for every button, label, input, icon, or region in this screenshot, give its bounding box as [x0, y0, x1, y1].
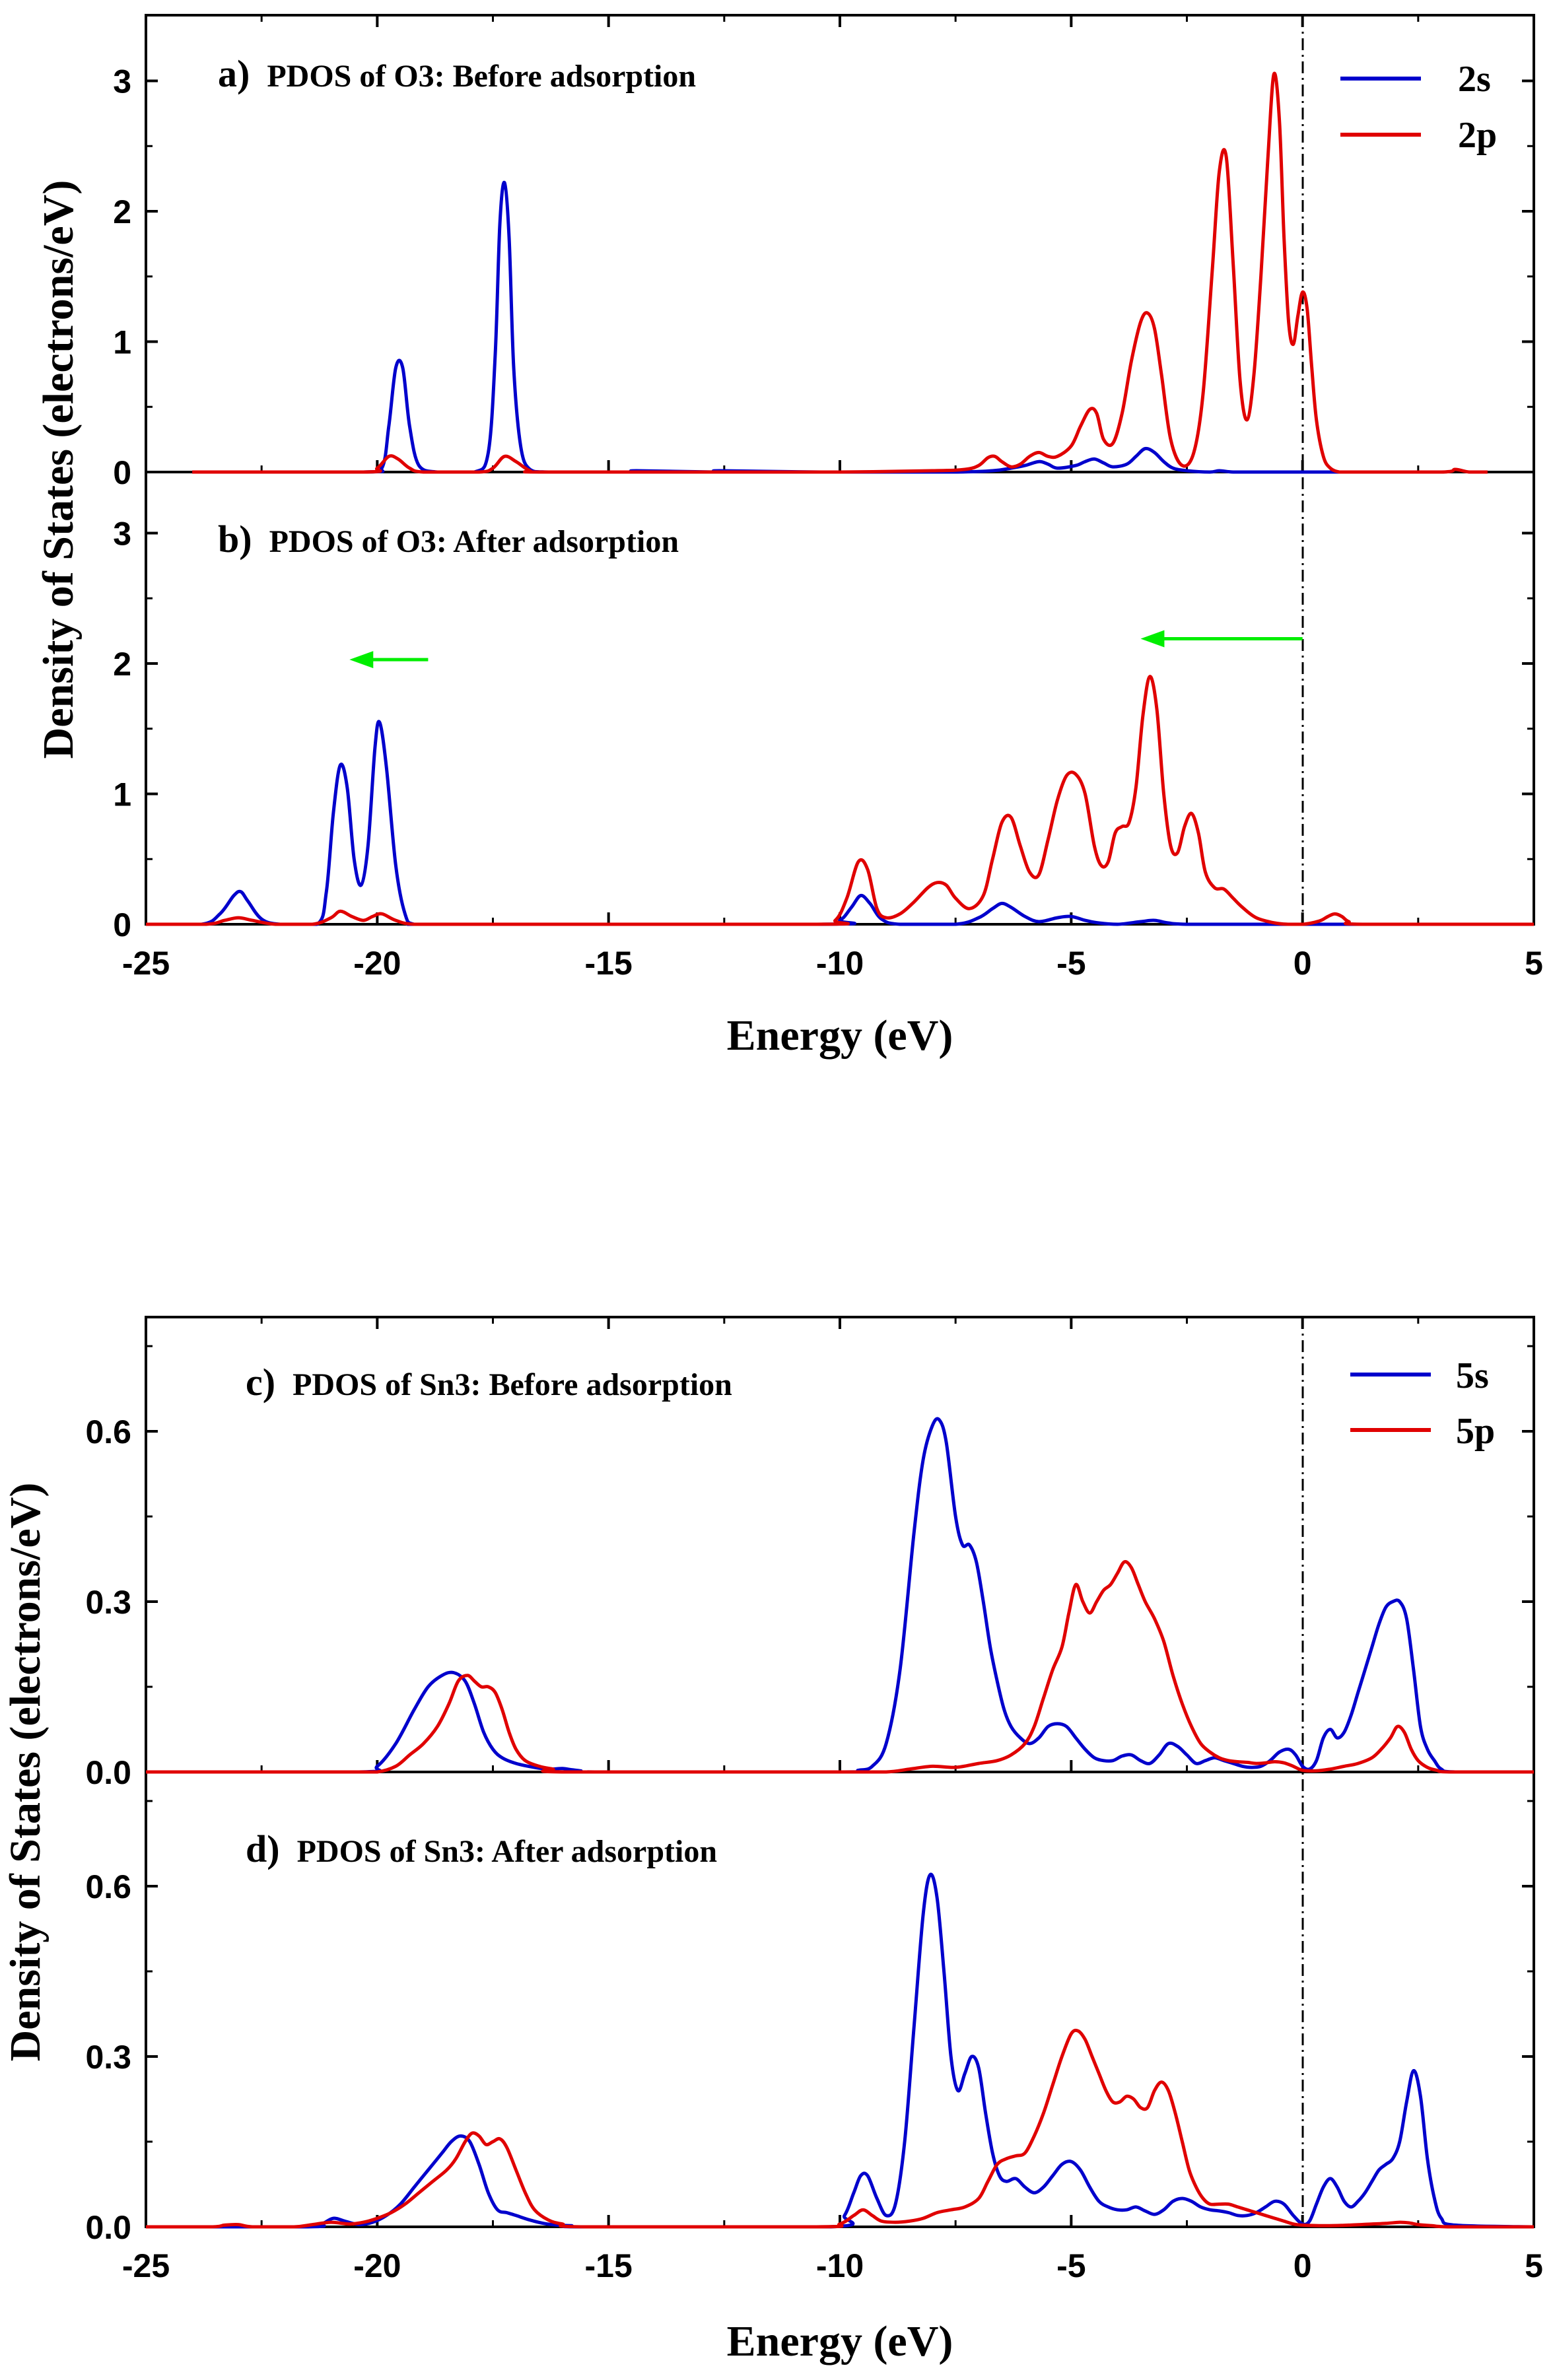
- panel-d-label: d): [246, 1827, 280, 1870]
- y-tick-label-b-2: 2: [113, 646, 131, 683]
- top-x-tick-label-0: -25: [122, 945, 170, 982]
- top-x-tick-label-1: -20: [353, 945, 401, 982]
- bottom-x-tick-label-4: -5: [1056, 2247, 1086, 2284]
- panel-d-curves: [146, 1872, 1535, 2229]
- bottom-y-axis-label: Density of States (electrons/eV): [1, 1483, 50, 2062]
- y-tick-label-d-2: 0.6: [85, 1868, 131, 1905]
- panel-a-title: a) PDOS of O3: Before adsorption: [218, 52, 696, 95]
- bottom-x-tick-label-3: -10: [816, 2247, 864, 2284]
- y-tick-label-a-1: 1: [113, 324, 131, 361]
- top-x-tick-label-6: 5: [1525, 945, 1543, 982]
- bottom-figure: 0.0 0.3 0.6 0.0 0.3 0.6 c) PDOS of Sn3: Befo…: [1, 1316, 1543, 2365]
- legend-label-5p: 5p: [1456, 1411, 1495, 1452]
- panel-b-y-ticks: 0 1 2 3: [113, 516, 1534, 943]
- top-y-axis-label: Density of States (electrons/eV): [34, 180, 83, 759]
- panel-d-y-ticks: 0.0 0.3 0.6: [85, 1800, 1534, 2246]
- shift-arrow-head-0: [349, 651, 374, 669]
- panel-d-title-text: PDOS of Sn3: After adsorption: [297, 1834, 718, 1869]
- top-x-tick-label-5: 0: [1294, 945, 1312, 982]
- panel-c-title: c) PDOS of Sn3: Before adsorption: [246, 1361, 732, 1404]
- bottom-x-tick-labels: -25 -20 -15 -10 -5 0 5: [122, 2247, 1543, 2284]
- series-2p-panel-a: [192, 71, 1488, 474]
- top-x-tick-label-3: -10: [816, 945, 864, 982]
- panel-a-label: a): [218, 52, 250, 95]
- bottom-x-tick-label-5: 0: [1294, 2247, 1312, 2284]
- top-x-tick-label-2: -15: [585, 945, 633, 982]
- legend-label-5s: 5s: [1456, 1355, 1489, 1396]
- panel-d-title: d) PDOS of Sn3: After adsorption: [246, 1827, 717, 1870]
- series-2s-panel-a: [192, 180, 1441, 474]
- y-tick-label-d-1: 0.3: [85, 2039, 131, 2076]
- top-x-tick-label-4: -5: [1056, 945, 1086, 982]
- y-tick-label-b-3: 3: [113, 516, 131, 553]
- panel-a-y-ticks: 0 1 2 3: [113, 63, 1534, 491]
- series-5p-panel-d: [146, 2028, 1534, 2229]
- y-tick-label-b-0: 0: [113, 906, 131, 943]
- panel-a-curves: [192, 71, 1488, 474]
- panel-b-curves: [146, 675, 1534, 926]
- panel-c-y-ticks: 0.0 0.3 0.6: [85, 1345, 1534, 1791]
- panel-a-title-text: PDOS of O3: Before adsorption: [267, 59, 696, 94]
- bottom-x-tick-label-2: -15: [585, 2247, 633, 2284]
- series-5p-panel-c: [146, 1560, 1534, 1774]
- y-tick-label-c-0: 0.0: [85, 1754, 131, 1791]
- y-tick-label-a-0: 0: [113, 454, 131, 491]
- panel-b-label: b): [218, 518, 252, 561]
- top-legend: 2s 2p: [1340, 59, 1497, 156]
- bottom-legend: 5s 5p: [1350, 1355, 1495, 1452]
- bottom-x-axis-label: Energy (eV): [727, 2317, 953, 2365]
- y-tick-label-b-1: 1: [113, 776, 131, 813]
- top-figure: 0 1 2 3 0 1 2 3 a) PDOS of O3: Before adsorpti…: [34, 14, 1543, 1060]
- panel-c-title-text: PDOS of Sn3: Before adsorption: [293, 1367, 732, 1402]
- legend-label-2s: 2s: [1458, 59, 1491, 100]
- series-2s-panel-b: [146, 720, 1534, 926]
- panel-c-label: c): [246, 1361, 275, 1404]
- top-x-ticks: [145, 15, 1535, 924]
- shift-arrow-head-1: [1140, 630, 1165, 648]
- top-x-tick-labels: -25 -20 -15 -10 -5 0 5: [122, 945, 1543, 982]
- legend-label-2p: 2p: [1458, 115, 1497, 156]
- series-5s-panel-c: [146, 1417, 1534, 1774]
- y-tick-label-a-2: 2: [113, 193, 131, 230]
- bottom-x-tick-label-6: 5: [1525, 2247, 1543, 2284]
- panel-b-title: b) PDOS of O3: After adsorption: [218, 518, 679, 561]
- top-x-axis-label: Energy (eV): [727, 1011, 953, 1060]
- y-tick-label-d-0: 0.0: [85, 2209, 131, 2246]
- bottom-x-tick-label-1: -20: [353, 2247, 401, 2284]
- panel-c-curves: [146, 1417, 1534, 1774]
- y-tick-label-c-2: 0.6: [85, 1413, 131, 1450]
- bottom-x-tick-label-0: -25: [122, 2247, 170, 2284]
- panel-b-arrows: [349, 630, 1303, 669]
- panel-b-title-text: PDOS of O3: After adsorption: [269, 524, 679, 559]
- series-2p-panel-b: [146, 675, 1534, 926]
- y-tick-label-a-3: 3: [113, 63, 131, 100]
- series-5s-panel-d: [146, 1872, 1535, 2229]
- y-tick-label-c-1: 0.3: [85, 1584, 131, 1621]
